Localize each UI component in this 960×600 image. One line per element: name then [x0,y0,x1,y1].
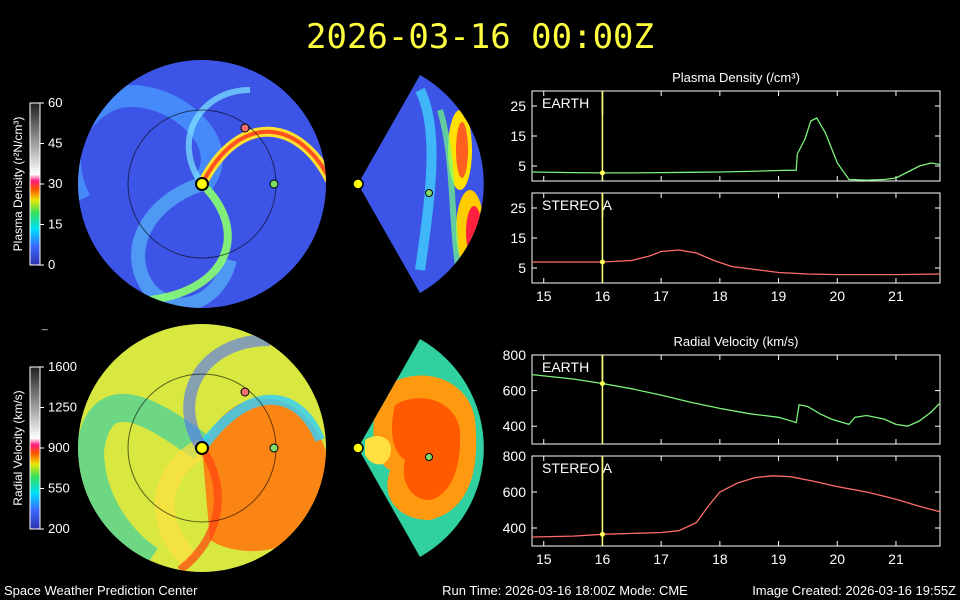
chart-title: Radial Velocity (km/s) [674,334,799,349]
panel-label: EARTH [542,95,589,111]
forecast-timestamp: 2026-03-16 00:00Z [306,17,654,57]
y-tick-label: 800 [503,347,527,363]
colorbar-tick-label: 550 [48,481,70,496]
colorbar-tick-label: 30 [48,176,62,191]
y-tick-label: 400 [503,520,527,536]
colorbar-tick-label: 0 [48,257,55,272]
x-tick-label: 18 [712,551,728,567]
density-ecliptic-map [78,60,326,308]
y-tick-label: 400 [503,418,527,434]
y-tick-label: 800 [503,448,527,464]
x-tick-label: 18 [712,288,728,304]
y-tick-label: 25 [510,98,526,114]
time-series-panel: Radial Velocity (km/s) 800 600 400 EARTH [503,334,941,445]
velocity-ecliptic-map [78,324,326,572]
time-series-panel: 800 600 400 15 16 17 18 19 20 21 STEREO A [503,448,941,567]
x-tick-label: 17 [653,288,669,304]
y-tick-label: 5 [518,158,526,174]
colorbar-tick-label: 200 [48,521,70,536]
series-line [531,475,941,538]
footer-run-time: Run Time: 2026-03-16 18:00Z Mode: CME [442,583,688,598]
x-tick-label: 19 [771,288,787,304]
x-tick-label: 19 [771,551,787,567]
y-tick-label: 600 [503,383,527,399]
panel-label: EARTH [542,359,589,375]
colorbar-tick-label: 1250 [48,400,77,415]
x-tick-label: 15 [536,551,552,567]
series-line [532,249,941,276]
x-tick-label: 20 [829,551,845,567]
density-meridional-wedge [352,75,484,293]
velocity-colorbar-label: Radial Velocity (km/s) [11,390,25,505]
svg-text:_: _ [41,320,48,331]
x-tick-label: 20 [829,288,845,304]
chart-title: Plasma Density (/cm³) [672,70,800,85]
stereo-a-marker [240,123,250,133]
plot-frame [531,455,941,547]
plot-frame [531,192,941,284]
x-tick-label: 21 [888,551,904,567]
footer-image-created: Image Created: 2026-03-16 19:55Z [752,583,956,598]
x-tick-label: 16 [595,551,611,567]
velocity-meridional-wedge [352,339,484,557]
velocity-colorbar: Radial Velocity (km/s) 1600 1250 900 550 200 [11,359,77,536]
panel-label: STEREO A [542,460,613,476]
colorbar-tick-label: 15 [48,217,62,232]
y-tick-label: 15 [510,128,526,144]
x-tick-label: 17 [653,551,669,567]
y-tick-label: 5 [518,260,526,276]
x-tick-label: 21 [888,288,904,304]
y-tick-label: 600 [503,484,527,500]
series-line [531,117,941,181]
footer-org: Space Weather Prediction Center [4,583,198,598]
density-colorbar: Plasma Density (r²N/cm³) 60 45 30 15 0 [11,95,62,272]
y-tick-label: 25 [510,200,526,216]
panel-label: STEREO A [542,197,613,213]
colorbar-tick-label: 1600 [48,359,77,374]
time-series-panels: Plasma Density (/cm³) 25 15 5 EARTH 25 15 5 15 16… [503,70,941,567]
x-tick-label: 16 [595,288,611,304]
colorbar-tick-label: 45 [48,136,62,151]
colorbar-tick-label: 60 [48,95,62,110]
colorbar-tick-label: 900 [48,440,70,455]
density-colorbar-label: Plasma Density (r²N/cm³) [11,117,25,252]
series-line [531,373,941,427]
plot-frame [531,354,941,445]
time-series-panel: Plasma Density (/cm³) 25 15 5 EARTH [510,70,941,182]
earth-marker [269,179,279,189]
sun-marker [195,177,209,191]
x-tick-label: 15 [536,288,552,304]
time-series-panel: 25 15 5 15 16 17 18 19 20 21 STEREO A [510,192,941,304]
plot-frame [531,90,941,182]
y-tick-label: 15 [510,230,526,246]
